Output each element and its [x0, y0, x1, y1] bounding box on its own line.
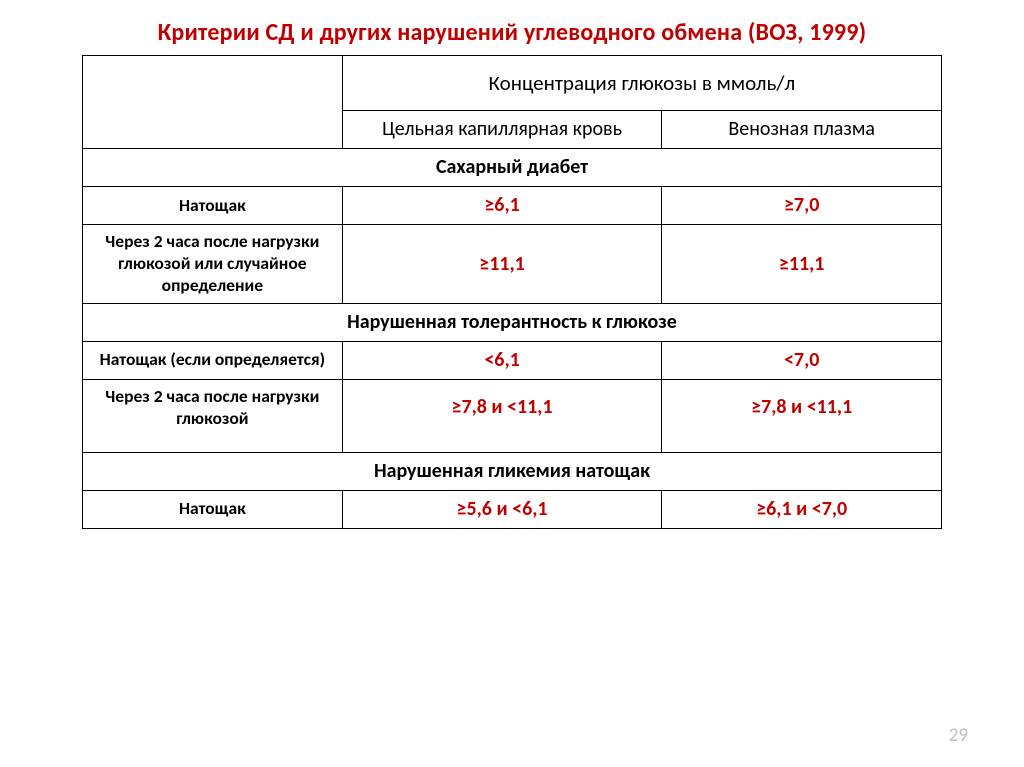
- section-row-igt: Нарушенная толерантность к глюкозе: [83, 303, 942, 341]
- val-igt-fast-ven: <7,0: [662, 341, 942, 379]
- row-post2h: Через 2 часа после нагрузки глюкозой: [83, 379, 343, 452]
- val-dm-2h-cap: ≥11,1: [342, 225, 662, 304]
- table-row: Натощак ≥5,6 и <6,1 ≥6,1 и <7,0: [83, 490, 942, 528]
- page-title: Критерии СД и других нарушений углеводно…: [40, 18, 984, 47]
- val-dm-fast-cap: ≥6,1: [342, 187, 662, 225]
- val-ifg-fast-cap: ≥5,6 и <6,1: [342, 490, 662, 528]
- table-row: Натощак ≥6,1 ≥7,0: [83, 187, 942, 225]
- table-row: Через 2 часа после нагрузки глюкозой или…: [83, 225, 942, 304]
- section-igt: Нарушенная толерантность к глюкозе: [83, 303, 942, 341]
- section-ifg: Нарушенная гликемия натощак: [83, 452, 942, 490]
- criteria-table: Концентрация глюкозы в ммоль/л Цельная к…: [82, 55, 942, 529]
- val-ifg-fast-ven: ≥6,1 и <7,0: [662, 490, 942, 528]
- section-row-diabetes: Сахарный диабет: [83, 149, 942, 187]
- row-fasting: Натощак: [83, 187, 343, 225]
- val-dm-fast-ven: ≥7,0: [662, 187, 942, 225]
- val-igt-fast-cap: <6,1: [342, 341, 662, 379]
- header-venous: Венозная плазма: [662, 111, 942, 149]
- header-top: Концентрация глюкозы в ммоль/л: [342, 56, 941, 111]
- table-row: Натощак (если определяется) <6,1 <7,0: [83, 341, 942, 379]
- blank-header-cell: [83, 56, 343, 149]
- table-row: Концентрация глюкозы в ммоль/л: [83, 56, 942, 111]
- table-row: Через 2 часа после нагрузки глюкозой ≥7,…: [83, 379, 942, 452]
- page-number: 29: [949, 724, 968, 747]
- row-fasting3: Натощак: [83, 490, 343, 528]
- val-igt-2h-ven: ≥7,8 и <11,1: [662, 379, 942, 452]
- row-post2h-random: Через 2 часа после нагрузки глюкозой или…: [83, 225, 343, 304]
- row-fasting-if: Натощак (если определяется): [83, 341, 343, 379]
- section-row-ifg: Нарушенная гликемия натощак: [83, 452, 942, 490]
- section-diabetes: Сахарный диабет: [83, 149, 942, 187]
- header-capillary: Цельная капиллярная кровь: [342, 111, 662, 149]
- val-dm-2h-ven: ≥11,1: [662, 225, 942, 304]
- val-igt-2h-cap: ≥7,8 и <11,1: [342, 379, 662, 452]
